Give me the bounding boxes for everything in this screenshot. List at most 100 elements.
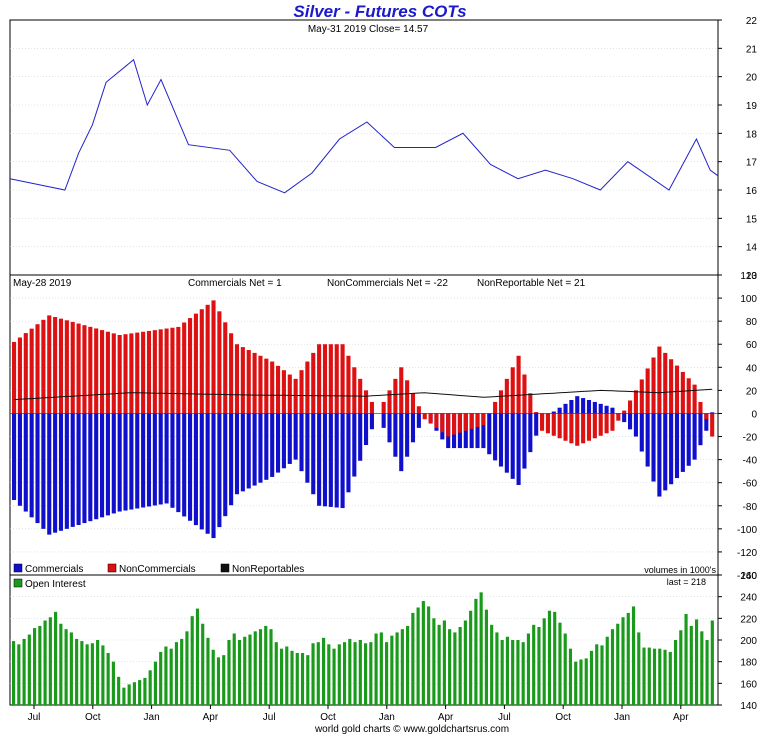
commercials-bar — [317, 413, 322, 506]
noncommercials-bar — [117, 335, 122, 414]
open-interest-bar — [364, 643, 368, 705]
open-interest-bar — [300, 653, 305, 705]
open-interest-bar — [432, 618, 436, 705]
open-interest-bar — [521, 642, 525, 705]
open-interest-bar — [453, 632, 457, 705]
commercials-bar — [381, 413, 386, 428]
open-interest-bar — [279, 648, 284, 705]
nonreportables-net: NonReportable Net = 21 — [477, 278, 586, 289]
open-interest-bar — [673, 640, 678, 705]
open-interest-axis-tick-label: 260 — [740, 571, 757, 582]
noncommercials-bar — [604, 413, 609, 434]
price-axis-tick-label: 16 — [746, 186, 758, 197]
open-interest-bar — [663, 649, 667, 705]
positions-axis-tick-label: 100 — [740, 294, 757, 305]
open-interest-bar — [400, 629, 404, 705]
commercials-bar — [17, 413, 22, 506]
noncommercials-bar — [633, 390, 638, 414]
noncommercials-bar — [264, 358, 269, 414]
price-axis-tick-label: 17 — [746, 158, 758, 169]
noncommercials-bar — [176, 326, 181, 414]
x-tick-label: Oct — [555, 712, 571, 723]
open-interest-bar — [201, 623, 205, 705]
noncommercials-bar — [346, 355, 351, 414]
noncommercials-bar — [246, 350, 251, 414]
noncommercials-bar — [252, 352, 257, 414]
noncommercials-bar — [281, 370, 286, 414]
commercials-bar — [158, 413, 163, 505]
commercials-bar — [704, 413, 709, 431]
noncommercials-bar — [575, 413, 580, 446]
noncommercials-bar — [305, 361, 310, 414]
noncommercials-bar — [58, 318, 64, 414]
x-tick-label: Jan — [614, 712, 630, 723]
noncommercials-bar — [475, 413, 480, 427]
commercials-bar — [575, 396, 580, 414]
commercials-bar — [12, 413, 17, 500]
open-interest-bar — [106, 653, 110, 705]
commercials-bar — [481, 413, 486, 449]
noncommercials-bar — [229, 333, 234, 414]
price-axis-tick-label: 22 — [746, 16, 758, 27]
noncommercials-bar — [182, 322, 187, 414]
noncommercials-bar — [76, 323, 81, 414]
noncommercials-bar — [710, 413, 715, 437]
noncommercials-bar — [498, 390, 504, 414]
price-line — [9, 58, 719, 194]
open-interest-bar — [526, 633, 531, 705]
noncommercials-bar — [616, 413, 621, 421]
open-interest-bar — [416, 607, 420, 705]
open-interest-bar — [321, 637, 326, 705]
noncommercials-bar — [657, 346, 662, 414]
commercials-bar — [651, 413, 656, 482]
noncommercials-bar — [698, 401, 703, 414]
commercials-bar — [645, 413, 650, 467]
open-interest-bar — [421, 601, 425, 705]
x-tick-label: Oct — [320, 712, 336, 723]
commercials-bar — [129, 413, 134, 510]
open-interest-bar — [626, 612, 630, 705]
open-interest-bar — [216, 657, 221, 705]
open-interest-bar — [668, 651, 672, 705]
open-interest-bar — [132, 682, 136, 705]
open-interest-bar — [563, 633, 567, 705]
noncommercials-bar — [622, 410, 627, 414]
open-interest-bar — [684, 614, 688, 705]
open-interest-axis-tick-label: 140 — [740, 701, 757, 712]
noncommercials-bar — [111, 333, 116, 414]
noncommercials-bar — [680, 371, 685, 414]
positions-axis-tick-label: 80 — [746, 317, 758, 328]
open-interest-bar — [532, 624, 536, 705]
positions-axis-tick-label: 60 — [746, 340, 758, 351]
commercials-bar — [510, 413, 515, 479]
legend-nonreportables: NonReportables — [232, 564, 304, 575]
open-interest-bar — [180, 638, 184, 705]
open-interest-bar — [705, 640, 709, 705]
open-interest-bar — [658, 648, 662, 705]
open-interest-bar — [589, 650, 594, 705]
commercials-bar — [369, 413, 374, 430]
open-interest-bar — [96, 640, 100, 705]
open-interest-bar — [542, 618, 546, 705]
open-interest-bar — [579, 659, 583, 705]
noncommercials-bar — [105, 331, 110, 414]
commercials-bar — [622, 413, 627, 423]
price-axis-tick-label: 18 — [746, 129, 758, 140]
open-interest-axis-tick-label: 240 — [740, 593, 757, 604]
noncommercials-bar — [47, 315, 52, 414]
noncommercials-bar — [53, 317, 58, 414]
commercials-bar — [669, 413, 674, 485]
x-tick-label: Jan — [144, 712, 160, 723]
noncommercials-bar — [469, 413, 474, 429]
commercials-bar — [405, 413, 410, 457]
noncommercials-bar — [129, 333, 134, 414]
legend-swatch-noncommercials — [107, 563, 117, 573]
noncommercials-bar — [434, 413, 439, 428]
x-tick-label: Jul — [263, 712, 276, 723]
noncommercials-bar — [405, 380, 410, 414]
price-axis-tick-label: 21 — [746, 44, 758, 55]
commercials-bar — [252, 413, 257, 486]
open-interest-bar — [111, 661, 115, 705]
x-tick-label: Jul — [28, 712, 41, 723]
